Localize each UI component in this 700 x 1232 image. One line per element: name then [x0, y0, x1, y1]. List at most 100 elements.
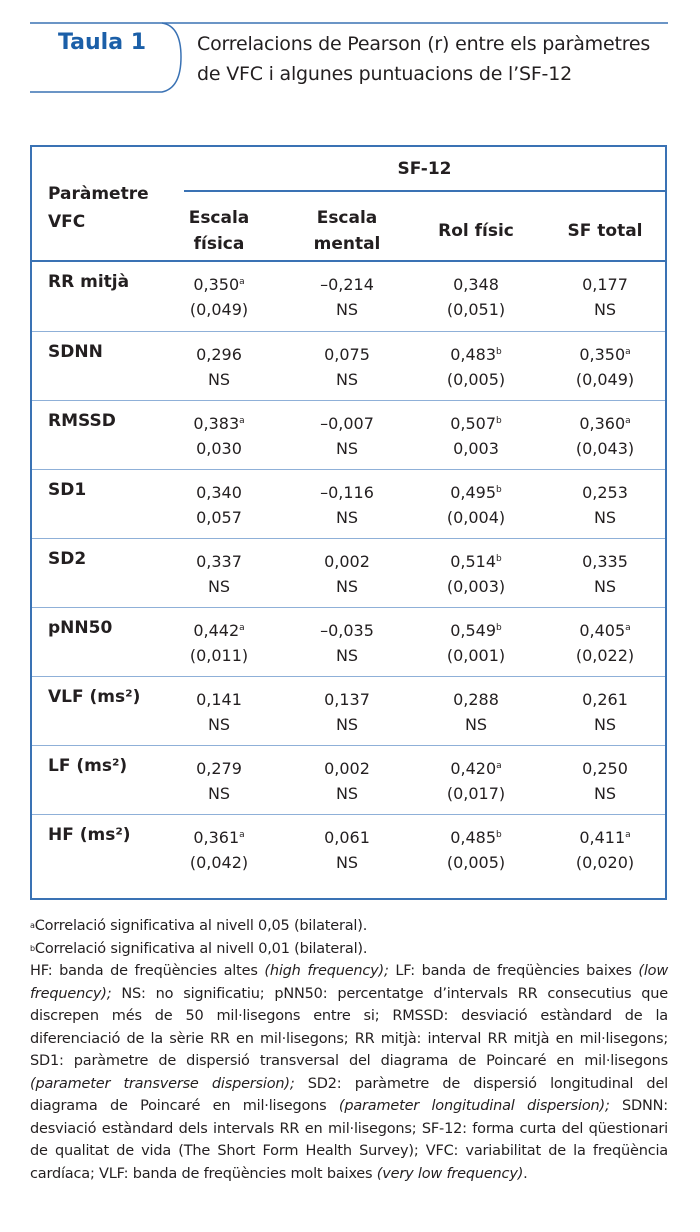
correlation-value: 0,350	[579, 345, 626, 364]
p-value: NS	[335, 370, 359, 389]
cell-value: 0,137	[287, 687, 407, 712]
significance-mark: a	[239, 830, 245, 840]
p-value: NS	[207, 715, 231, 734]
cell-value: 0,002	[287, 756, 407, 781]
correlation-value: 0,335	[582, 552, 628, 571]
significance-mark: a	[625, 347, 631, 357]
p-value: NS	[335, 646, 359, 665]
column-header-line: Escala	[316, 208, 378, 228]
cell-value: 0,483b	[416, 342, 536, 367]
abbreviation-text: (very low frequency)	[376, 1165, 524, 1182]
significance-mark: b	[496, 416, 502, 426]
correlation-value: 0,485	[450, 828, 497, 847]
significance-mark: a	[625, 623, 631, 633]
table-cell: 0,361a (0,042)	[159, 825, 279, 875]
correlation-value: –0,035	[320, 621, 374, 640]
column-header: Escala física	[159, 204, 279, 258]
correlation-table: Paràmetre VFC SF-12 Escala física Escala me…	[30, 145, 667, 900]
table-row: SDNN 0,296 NS 0,075 NS 0,483b (0,005) 0,350a (0,…	[32, 331, 665, 401]
p-value: (0,042)	[189, 853, 249, 872]
significance-mark: b	[496, 830, 502, 840]
abbreviation-text: (parameter transverse dispersion);	[30, 1075, 295, 1092]
footnote-a: aCorrelació significativa al nivell 0,05…	[30, 915, 668, 938]
correlation-value: 0,253	[582, 483, 628, 502]
p-value: NS	[335, 300, 359, 319]
p-value: (0,049)	[575, 370, 635, 389]
correlation-value: 0,350	[193, 275, 240, 294]
correlation-value: 0,495	[450, 483, 497, 502]
p-value: NS	[593, 508, 617, 527]
significance-mark: b	[496, 347, 502, 357]
abbreviation-text: SD2: paràmetre de dispersió longitudinal…	[30, 1075, 668, 1115]
cell-value: 0,337	[159, 549, 279, 574]
footnote-text: Correlació significativa al nivell 0,05 …	[34, 918, 368, 934]
row-label: RMSSD	[48, 411, 116, 431]
abbreviation-text: (low frequency);	[30, 963, 668, 1002]
significance-mark: a	[625, 830, 631, 840]
table-row: RMSSD 0,383a 0,030 –0,007 NS 0,507b 0,003 0,360…	[32, 400, 665, 470]
significance-mark: b	[496, 623, 502, 633]
correlation-value: 0,360	[579, 414, 626, 433]
cell-value: –0,035	[287, 618, 407, 643]
cell-value: 0,514b	[416, 549, 536, 574]
column-header-line: mental	[313, 234, 381, 254]
correlation-value: 0,137	[324, 690, 370, 709]
abbreviation-text: (parameter longitudinal dispersion);	[338, 1098, 610, 1114]
p-value: (0,022)	[575, 646, 635, 665]
row-label: RR mitjà	[48, 272, 130, 292]
p-value: (0,001)	[446, 646, 506, 665]
group-header-rule	[184, 190, 665, 192]
correlation-value: 0,549	[450, 621, 497, 640]
table-cell: 0,350a (0,049)	[545, 342, 665, 392]
table-cell: –0,007 NS	[287, 411, 407, 461]
significance-mark: a	[496, 761, 502, 771]
correlation-value: 0,348	[453, 275, 499, 294]
table-cell: 0,002 NS	[287, 549, 407, 599]
table-row: HF (ms²) 0,361a (0,042) 0,061 NS 0,485b (0,005…	[32, 814, 665, 884]
p-value: (0,005)	[446, 370, 506, 389]
cell-value: 0,361a	[159, 825, 279, 850]
correlation-value: –0,007	[320, 414, 374, 433]
table-cell: 0,141 NS	[159, 687, 279, 737]
footnote-text: Correlació significativa al nivell 0,01 …	[34, 940, 368, 957]
abbreviation-text: SDNN: desviació estàndard dels intervals…	[30, 1098, 668, 1182]
table-cell: 0,250 NS	[545, 756, 665, 806]
cell-value: 0,061	[287, 825, 407, 850]
table-cell: –0,035 NS	[287, 618, 407, 668]
table-cell: 0,002 NS	[287, 756, 407, 806]
p-value: NS	[335, 784, 359, 803]
table-cell: 0,405a (0,022)	[545, 618, 665, 668]
column-header: Escala mental	[287, 204, 407, 258]
table-cell: 0,442a (0,011)	[159, 618, 279, 668]
group-header: SF-12	[397, 159, 452, 179]
p-value: NS	[207, 370, 231, 389]
p-value: NS	[335, 853, 359, 872]
row-label: HF (ms²)	[48, 825, 131, 845]
cell-value: 0,296	[159, 342, 279, 367]
cell-value: –0,007	[287, 411, 407, 436]
table-cell: 0,360a (0,043)	[545, 411, 665, 461]
column-header-line: SF total	[567, 221, 643, 241]
table-cell: 0,483b (0,005)	[416, 342, 536, 392]
footnote-b: bCorrelació significativa al nivell 0,01…	[30, 938, 668, 961]
cell-value: –0,214	[287, 272, 407, 297]
p-value: NS	[335, 715, 359, 734]
cell-value: 0,340	[159, 480, 279, 505]
table-cell: 0,549b (0,001)	[416, 618, 536, 668]
cell-value: 0,002	[287, 549, 407, 574]
column-header: Rol físic	[416, 204, 536, 258]
abbreviation-text: HF: banda de freqüències altes	[30, 963, 265, 979]
abbreviation-text: (high frequency);	[264, 963, 389, 979]
cell-value: 0,405a	[545, 618, 665, 643]
cell-value: 0,075	[287, 342, 407, 367]
correlation-value: 0,296	[196, 345, 242, 364]
cell-value: 0,485b	[416, 825, 536, 850]
p-value: NS	[335, 439, 359, 458]
cell-value: 0,288	[416, 687, 536, 712]
table-cell: 0,495b (0,004)	[416, 480, 536, 530]
cell-value: 0,348	[416, 272, 536, 297]
table-cell: 0,337 NS	[159, 549, 279, 599]
header-rule	[32, 260, 665, 262]
table-row: SD1 0,340 0,057 –0,116 NS 0,495b (0,004) 0,253 N…	[32, 469, 665, 539]
cell-value: 0,177	[545, 272, 665, 297]
